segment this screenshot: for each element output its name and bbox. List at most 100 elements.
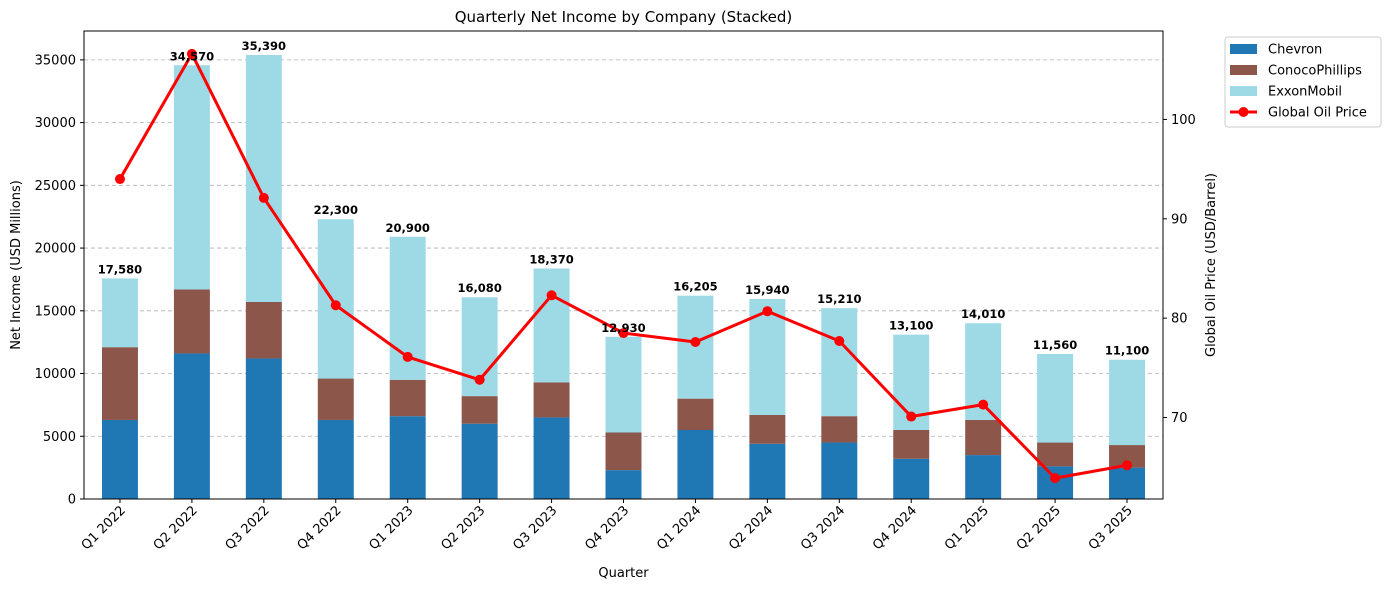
bar-segment	[101, 419, 138, 499]
total-label: 11,100	[1105, 344, 1149, 358]
y-axis-right: 70 80 90 100	[1163, 113, 1196, 426]
bar-segment	[101, 347, 138, 420]
y-tick-label: 0	[68, 493, 76, 508]
oil-price-line	[114, 48, 1133, 484]
total-label: 34,570	[170, 49, 214, 63]
bar-segment	[245, 358, 282, 499]
bar-segment	[533, 417, 570, 499]
bar-segment	[605, 336, 642, 433]
y2-tick-label: 90	[1171, 212, 1188, 227]
bar-segment	[173, 65, 210, 290]
x-tick-label: Q4 2023	[582, 503, 632, 553]
bar-segment	[893, 429, 930, 459]
x-tick-label: Q1 2025	[942, 503, 992, 553]
x-axis-title: Quarter	[598, 566, 649, 581]
bar-segment	[821, 416, 858, 443]
x-tick-label: Q2 2025	[1014, 503, 1064, 553]
oil-price-point	[330, 300, 341, 311]
x-tick-label: Q1 2024	[654, 503, 704, 553]
total-label: 15,940	[745, 283, 789, 297]
total-label: 35,390	[242, 39, 286, 53]
chart-title: Quarterly Net Income by Company (Stacked…	[455, 8, 793, 26]
bar-segment	[173, 353, 210, 499]
oil-price-point	[186, 48, 197, 59]
x-tick-label: Q2 2024	[726, 503, 776, 553]
oil-price-point	[258, 192, 269, 203]
x-tick-label: Q1 2023	[367, 503, 417, 553]
x-tick-label: Q4 2024	[870, 503, 920, 553]
bar-segment	[389, 379, 426, 417]
legend-label: Global Oil Price	[1268, 106, 1367, 121]
bar-segment	[749, 299, 786, 415]
oil-price-point	[834, 336, 845, 347]
bar-segment	[1109, 359, 1146, 446]
y-axis-left: 0 5000 10000 15000 20000 25000 30000 35000	[35, 53, 84, 508]
y2-axis-title: Global Oil Price (USD/Barrel)	[1204, 173, 1219, 357]
x-axis: Q1 2022 Q2 2022 Q3 2022 Q4 2022 Q1 2023 Q2 20…	[79, 499, 1136, 553]
legend-swatch	[1230, 65, 1257, 75]
legend: Chevron ConocoPhillips ExxonMobil Global Oi…	[1224, 36, 1382, 128]
oil-price-point	[1050, 473, 1061, 484]
total-label: 22,300	[314, 203, 358, 217]
y-tick-label: 10000	[35, 367, 76, 382]
total-label: 17,580	[98, 262, 142, 276]
legend-swatch	[1230, 86, 1257, 96]
total-label: 11,560	[1033, 338, 1077, 352]
y2-tick-label: 80	[1171, 312, 1188, 327]
total-label: 13,100	[889, 319, 933, 333]
y-tick-label: 35000	[35, 53, 76, 68]
bar-segment	[965, 455, 1002, 499]
total-label: 15,210	[817, 292, 861, 306]
bar-segment	[389, 416, 426, 499]
oil-price-point	[906, 411, 917, 422]
bar-segment	[749, 443, 786, 499]
bar-segment	[677, 429, 714, 499]
y-tick-label: 5000	[43, 430, 76, 445]
bar-segment	[605, 470, 642, 499]
bar-segment	[533, 382, 570, 418]
legend-box	[1224, 36, 1382, 128]
bar-segment	[1109, 467, 1146, 499]
x-tick-label: Q4 2022	[295, 503, 345, 553]
y-tick-label: 30000	[35, 116, 76, 131]
legend-label: Chevron	[1268, 43, 1322, 58]
oil-price-point	[474, 374, 485, 385]
bar-segment	[677, 295, 714, 399]
bar-segment	[1037, 442, 1074, 467]
bar-segment	[317, 219, 354, 379]
oil-price-point	[978, 399, 989, 410]
y-tick-label: 15000	[35, 304, 76, 319]
bar-segment	[245, 54, 282, 303]
x-tick-label: Q3 2022	[223, 503, 273, 553]
bar-segment	[821, 442, 858, 499]
y2-tick-label: 100	[1171, 113, 1196, 128]
oil-price-point	[114, 174, 125, 185]
y2-tick-label: 70	[1171, 411, 1188, 426]
bar-segment	[461, 423, 498, 499]
x-tick-label: Q3 2024	[798, 503, 848, 553]
oil-price-point	[762, 306, 773, 317]
legend-label: ConocoPhillips	[1268, 64, 1362, 79]
x-tick-label: Q2 2023	[438, 503, 488, 553]
bar-segment	[533, 268, 570, 383]
bar-segment	[965, 419, 1002, 456]
total-label: 16,205	[673, 280, 717, 294]
oil-price-point	[1122, 460, 1133, 471]
total-label: 12,930	[601, 321, 645, 335]
legend-swatch	[1230, 44, 1257, 54]
bar-segment	[1037, 353, 1074, 443]
y-axis-title: Net Income (USD Millions)	[9, 180, 24, 350]
total-labels: 17,580 34,570 35,390 22,300 20,900 16,080 18,3…	[98, 39, 1149, 358]
y-tick-label: 25000	[35, 179, 76, 194]
bar-segment	[821, 308, 858, 417]
bar-segment	[317, 378, 354, 420]
bar-segment	[749, 414, 786, 444]
bar-segment	[677, 398, 714, 430]
bar-segment	[1109, 445, 1146, 468]
oil-price-point	[690, 337, 701, 348]
total-label: 20,900	[386, 221, 430, 235]
x-tick-label: Q1 2022	[79, 503, 129, 553]
y-tick-label: 20000	[35, 242, 76, 257]
x-tick-label: Q3 2023	[510, 503, 560, 553]
